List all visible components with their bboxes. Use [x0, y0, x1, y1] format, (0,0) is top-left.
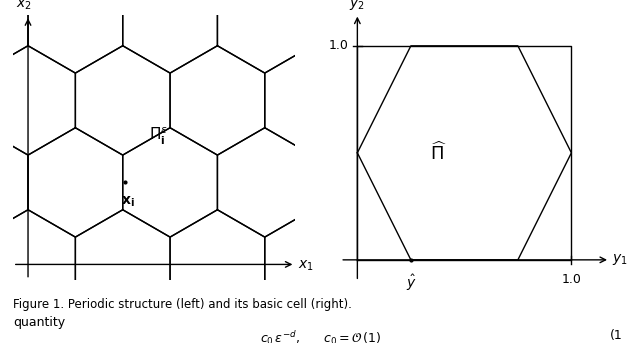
- Text: 1.0: 1.0: [329, 39, 349, 52]
- Text: $y_2$: $y_2$: [349, 0, 365, 12]
- Text: (1: (1: [610, 329, 623, 342]
- Text: $\widehat{\Pi}$: $\widehat{\Pi}$: [430, 142, 447, 164]
- Text: $\mathbf{x}_{\mathbf{i}}$: $\mathbf{x}_{\mathbf{i}}$: [121, 194, 135, 209]
- Text: Figure 1. Periodic structure (left) and its basic cell (right).: Figure 1. Periodic structure (left) and …: [13, 298, 352, 311]
- Text: $y_1$: $y_1$: [612, 252, 628, 267]
- Text: $x_2$: $x_2$: [15, 0, 31, 12]
- Text: $\hat{y}$: $\hat{y}$: [406, 273, 416, 293]
- Text: 1.0: 1.0: [562, 273, 582, 286]
- Text: $x_1$: $x_1$: [299, 259, 314, 273]
- Text: quantity: quantity: [13, 316, 65, 329]
- Text: $\Pi^{\varepsilon}_{\mathbf{i}}$: $\Pi^{\varepsilon}_{\mathbf{i}}$: [149, 126, 168, 147]
- Text: $c_0\,\varepsilon^{-d}$,      $c_0 = \mathcal{O}\,(1)$: $c_0\,\varepsilon^{-d}$, $c_0 = \mathcal…: [261, 329, 381, 343]
